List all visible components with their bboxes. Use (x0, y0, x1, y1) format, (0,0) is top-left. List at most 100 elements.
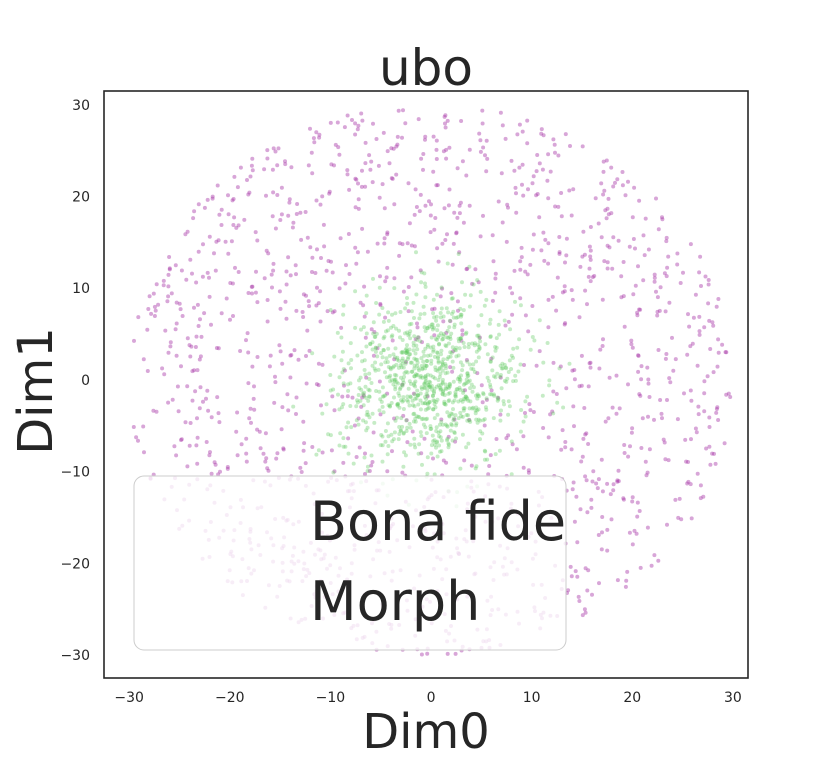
point-morph (445, 232, 449, 237)
point-bona-fide (425, 388, 430, 393)
point-morph (490, 233, 495, 238)
point-bona-fide (341, 402, 346, 407)
point-bona-fide (340, 349, 345, 354)
point-morph (504, 239, 509, 244)
point-morph (356, 197, 361, 202)
point-bona-fide (478, 437, 482, 442)
point-bona-fide (399, 428, 403, 433)
point-morph (333, 142, 338, 147)
point-bona-fide (422, 382, 427, 387)
point-morph (563, 321, 568, 326)
point-morph (360, 168, 364, 173)
point-morph (450, 369, 455, 374)
point-bona-fide (446, 441, 451, 446)
point-morph (287, 197, 292, 202)
point-bona-fide (422, 311, 427, 316)
point-morph (132, 338, 136, 343)
point-bona-fide (404, 369, 409, 374)
point-morph (169, 291, 174, 296)
point-bona-fide (474, 393, 478, 398)
point-morph (675, 251, 680, 256)
point-morph (604, 216, 609, 221)
point-morph (228, 281, 233, 285)
point-morph (467, 417, 472, 422)
point-morph (307, 348, 312, 353)
point-morph (581, 436, 586, 441)
point-bona-fide (499, 366, 504, 371)
point-morph (689, 516, 694, 521)
point-morph (441, 149, 446, 154)
point-morph (667, 300, 672, 305)
point-morph (179, 437, 184, 442)
point-morph (583, 566, 588, 571)
point-morph (440, 241, 445, 246)
point-morph (592, 274, 597, 278)
point-morph (344, 263, 348, 268)
point-bona-fide (464, 377, 469, 382)
point-bona-fide (435, 328, 440, 333)
point-morph (611, 488, 616, 493)
point-morph (253, 230, 258, 235)
point-morph (284, 316, 289, 321)
point-morph (620, 183, 625, 188)
point-morph (304, 354, 308, 358)
point-morph (185, 464, 190, 469)
point-bona-fide (452, 322, 457, 327)
point-morph (131, 425, 136, 429)
point-bona-fide (467, 406, 472, 411)
point-bona-fide (419, 387, 424, 391)
point-bona-fide (358, 375, 363, 380)
point-bona-fide (458, 306, 463, 311)
point-morph (655, 313, 660, 318)
point-bona-fide (400, 361, 405, 366)
point-morph (458, 200, 463, 205)
point-morph (279, 212, 284, 217)
point-bona-fide (432, 315, 437, 320)
point-bona-fide (431, 375, 436, 379)
point-morph (694, 430, 699, 435)
point-morph (563, 440, 568, 444)
point-morph (551, 360, 556, 365)
point-morph (185, 229, 190, 234)
point-morph (270, 285, 274, 290)
point-bona-fide (395, 415, 399, 420)
point-bona-fide (434, 314, 439, 319)
point-morph (724, 350, 729, 355)
point-bona-fide (521, 419, 526, 424)
point-morph (534, 193, 539, 198)
point-bona-fide (421, 416, 426, 421)
point-bona-fide (396, 358, 401, 363)
point-morph (582, 252, 587, 257)
point-bona-fide (420, 417, 424, 422)
point-bona-fide (403, 359, 408, 364)
y-tick-label: 0 (81, 373, 90, 389)
point-morph (235, 410, 240, 415)
point-bona-fide (461, 397, 466, 401)
point-bona-fide (454, 345, 459, 350)
point-bona-fide (488, 385, 493, 390)
point-bona-fide (453, 348, 458, 353)
point-morph (244, 459, 249, 464)
point-bona-fide (476, 342, 480, 347)
point-morph (452, 417, 457, 422)
point-bona-fide (485, 457, 490, 462)
point-morph (596, 533, 601, 537)
point-bona-fide (432, 386, 437, 391)
point-morph (328, 120, 333, 125)
point-morph (706, 301, 711, 306)
point-bona-fide (427, 400, 432, 405)
point-bona-fide (477, 344, 482, 349)
point-morph (152, 314, 157, 318)
point-morph (569, 288, 574, 293)
point-bona-fide (415, 363, 420, 368)
point-bona-fide (441, 337, 446, 341)
point-bona-fide (449, 331, 454, 336)
point-bona-fide (405, 301, 410, 306)
point-bona-fide (364, 311, 369, 316)
point-morph (438, 294, 443, 299)
point-bona-fide (432, 354, 437, 359)
point-morph (556, 153, 561, 158)
point-bona-fide (356, 393, 361, 397)
point-morph (513, 185, 518, 190)
point-bona-fide (403, 361, 408, 366)
